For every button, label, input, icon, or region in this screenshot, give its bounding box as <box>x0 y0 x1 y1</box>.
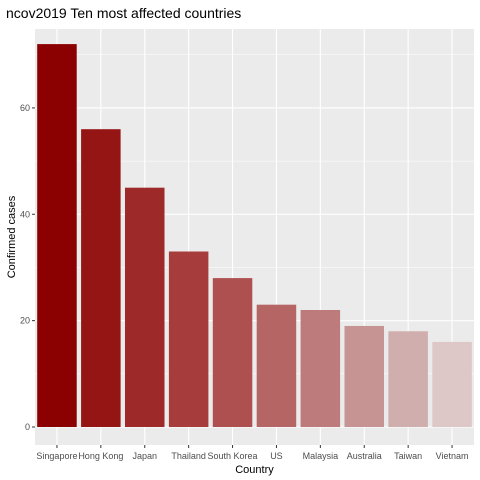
bar <box>168 251 209 427</box>
bar <box>256 304 297 427</box>
bar <box>37 44 77 427</box>
x-tick-label: Taiwan <box>394 451 422 461</box>
bars <box>37 44 472 427</box>
x-tick-label: Japan <box>132 451 157 461</box>
bar <box>300 310 341 427</box>
x-tick-label: Vietnam <box>436 451 469 461</box>
bar <box>344 325 385 427</box>
bar <box>81 129 121 427</box>
y-tick-label: 20 <box>20 316 30 326</box>
x-axis-ticks: Singapore Hong Kong Japan Thailand South Kor… <box>36 445 468 461</box>
bar <box>124 187 165 427</box>
x-tick-label: Hong Kong <box>78 451 123 461</box>
y-tick-label: 60 <box>20 103 30 113</box>
y-tick-label: 40 <box>20 209 30 219</box>
chart-title: ncov2019 Ten most affected countries <box>6 5 242 21</box>
bar <box>212 278 253 427</box>
x-tick-label: South Korea <box>208 451 258 461</box>
bar <box>432 341 472 427</box>
bar <box>388 331 428 427</box>
x-tick-label: Malaysia <box>303 451 339 461</box>
x-tick-label: Australia <box>347 451 382 461</box>
x-tick-label: US <box>270 451 283 461</box>
y-axis-ticks: 0 20 40 60 <box>20 103 35 432</box>
y-axis-title: Confirmed cases <box>6 195 18 278</box>
x-tick-label: Thailand <box>171 451 206 461</box>
x-tick-label: Singapore <box>36 451 77 461</box>
y-tick-label: 0 <box>25 422 30 432</box>
x-axis-title: Country <box>235 464 274 476</box>
